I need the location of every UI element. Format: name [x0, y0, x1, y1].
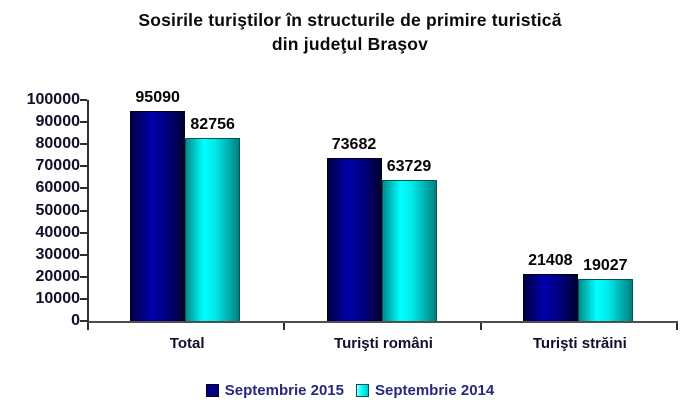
x-axis-tick-mark: [283, 323, 286, 330]
category-label: Total: [169, 335, 205, 352]
category-label: Turişti români: [334, 335, 433, 352]
y-axis-tick-label: 70000: [35, 157, 81, 175]
legend-swatch-2015-icon: [205, 384, 219, 397]
legend-swatch-2014-icon: [356, 384, 369, 397]
y-axis-tick-label: 100000: [26, 91, 80, 108]
category-label: Turişti străini: [532, 335, 627, 352]
value-label: 63729: [386, 158, 432, 176]
chart-title: Sosirile turiştilor în structurile de pr…: [0, 8, 700, 56]
y-axis-tick-mark: [80, 253, 87, 256]
y-axis-tick-mark: [80, 320, 87, 322]
y-axis-tick-label: 80000: [35, 135, 81, 153]
bar-septembrie-2015: [326, 158, 382, 321]
bar-septembrie-2015: [522, 273, 578, 321]
value-label: 95090: [135, 88, 180, 106]
plot-area: 0 10000 20000 30000 40000 50000 60000 70000 8000…: [27, 89, 678, 352]
y-axis-tick-label: 20000: [35, 267, 81, 285]
legend-item-septembrie-2014: Septembrie 2014: [356, 382, 494, 399]
y-axis-tick-mark: [80, 297, 87, 300]
value-label: 21408: [528, 251, 573, 269]
value-label: 82756: [190, 116, 235, 134]
y-axis-tick-label: 10000: [35, 289, 81, 307]
y-axis-tick-label: 50000: [35, 201, 81, 219]
y-axis-tick-mark: [80, 143, 87, 146]
bar-septembrie-2014: [577, 278, 633, 321]
y-axis-tick-mark: [80, 121, 87, 124]
legend: Septembrie 2015 Septembrie 2014: [0, 382, 700, 399]
legend-item-septembrie-2015: Septembrie 2015: [205, 382, 344, 399]
y-axis-tick-mark: [80, 275, 87, 278]
x-axis-tick-mark: [479, 323, 482, 330]
bar-septembrie-2015: [130, 110, 186, 321]
legend-label-2015: Septembrie 2015: [224, 382, 344, 399]
y-axis-tick-mark: [80, 187, 87, 190]
y-axis-tick-label: 60000: [35, 179, 81, 197]
y-axis-tick-label: 90000: [35, 113, 81, 131]
y-axis-tick-label: 40000: [35, 223, 81, 241]
legend-label-2014: Septembrie 2014: [375, 382, 495, 399]
y-axis-tick-mark: [80, 231, 87, 234]
y-axis-tick-mark: [80, 209, 87, 212]
y-axis-tick-mark: [80, 99, 87, 101]
y-axis-tick-mark: [80, 165, 87, 168]
value-label: 19027: [583, 256, 628, 274]
x-axis-tick-mark: [87, 323, 89, 330]
bar-septembrie-2014: [185, 138, 241, 321]
x-axis-tick-mark: [676, 323, 678, 330]
y-axis-tick-label: 0: [71, 312, 80, 329]
y-axis-tick-label: 30000: [35, 245, 81, 263]
value-label: 73682: [331, 136, 377, 154]
chart-title-line1: Sosirile turiştilor în structurile de pr…: [138, 10, 562, 30]
chart-title-line2: din judeţul Braşov: [271, 34, 429, 54]
bar-septembrie-2014: [381, 180, 437, 321]
